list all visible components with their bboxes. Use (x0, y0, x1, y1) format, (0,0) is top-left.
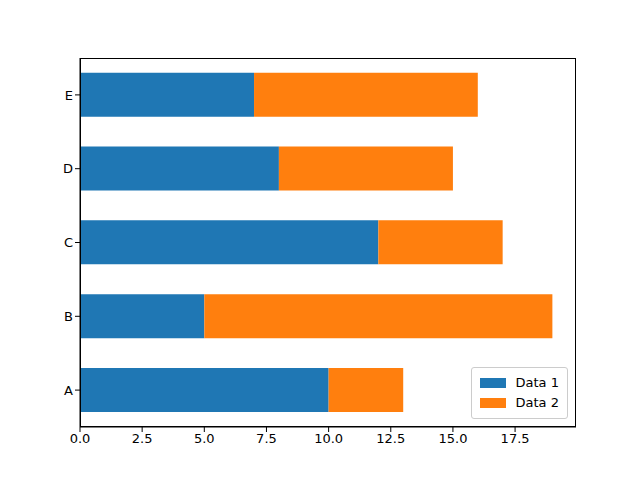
html-text:Data 2: Data 2 (515, 395, 559, 410)
svg-text:10.0: 10.0 (314, 431, 343, 446)
svg-text:7.5: 7.5 (256, 431, 277, 446)
svg-text:C: C (64, 235, 73, 250)
svg-text:E: E (65, 88, 73, 103)
svg-text:15.0: 15.0 (438, 431, 467, 446)
svg-text:17.5: 17.5 (501, 431, 530, 446)
svg-text:0.0: 0.0 (70, 431, 91, 446)
svg-text:B: B (64, 309, 73, 324)
html-text:Data 1: Data 1 (515, 375, 559, 390)
svg-text:5.0: 5.0 (194, 431, 215, 446)
svg-text:12.5: 12.5 (376, 431, 405, 446)
svg-text:2.5: 2.5 (132, 431, 153, 446)
svg-text:D: D (63, 161, 73, 176)
svg-text:A: A (64, 383, 73, 398)
